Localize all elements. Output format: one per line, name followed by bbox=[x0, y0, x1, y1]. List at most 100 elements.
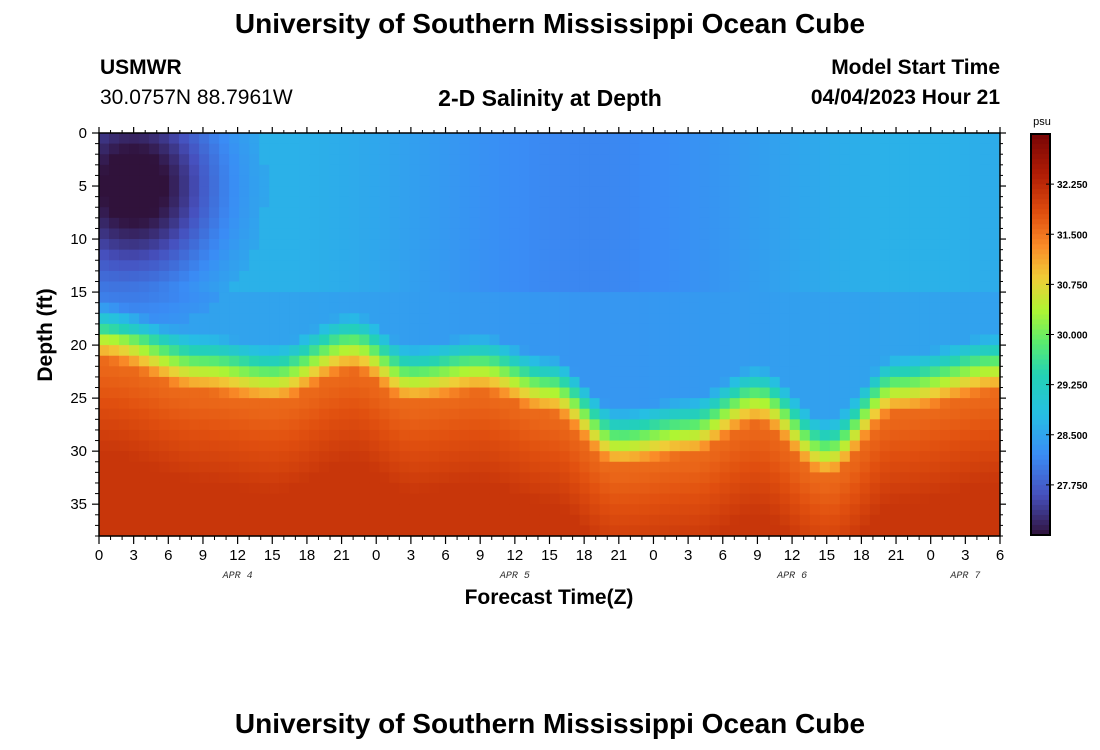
heatmap-cell bbox=[379, 228, 390, 240]
heatmap-cell bbox=[229, 345, 240, 357]
heatmap-cell bbox=[359, 239, 370, 251]
heatmap-cell bbox=[729, 419, 741, 431]
heatmap-cell bbox=[879, 270, 891, 283]
heatmap-cell bbox=[709, 323, 721, 336]
heatmap-cell bbox=[839, 451, 851, 463]
heatmap-cell bbox=[369, 292, 380, 304]
heatmap-cell bbox=[489, 345, 501, 357]
heatmap-cell bbox=[989, 482, 1001, 495]
heatmap-cell bbox=[739, 472, 751, 484]
heatmap-cell bbox=[659, 525, 671, 537]
heatmap-cell bbox=[639, 260, 651, 272]
colorbar-swatch bbox=[1031, 149, 1050, 155]
heatmap-cell bbox=[499, 281, 511, 293]
heatmap-cell bbox=[129, 376, 140, 389]
heatmap-cell bbox=[879, 525, 891, 537]
heatmap-cell bbox=[859, 482, 871, 495]
heatmap-cell bbox=[439, 366, 450, 378]
heatmap-cell bbox=[939, 345, 951, 357]
heatmap-cell bbox=[479, 366, 491, 378]
heatmap-cell bbox=[529, 451, 541, 463]
heatmap-cell bbox=[359, 461, 370, 473]
heatmap-cell bbox=[389, 186, 400, 198]
colorbar-swatch bbox=[1031, 389, 1050, 396]
heatmap-cell bbox=[649, 504, 661, 516]
heatmap-cell bbox=[639, 196, 651, 208]
heatmap-cell bbox=[669, 260, 681, 272]
heatmap-cell bbox=[339, 175, 350, 187]
heatmap-cell bbox=[869, 472, 881, 484]
heatmap-cell bbox=[729, 270, 741, 283]
heatmap-cell bbox=[899, 345, 911, 357]
heatmap-cell bbox=[309, 504, 320, 516]
heatmap-cell bbox=[189, 164, 200, 177]
heatmap-cell bbox=[769, 334, 781, 346]
heatmap-cell bbox=[459, 387, 471, 399]
heatmap-cell bbox=[279, 398, 290, 410]
colorbar-swatch bbox=[1031, 204, 1050, 210]
heatmap-cell bbox=[269, 164, 280, 177]
heatmap-cell bbox=[899, 355, 911, 367]
heatmap-cell bbox=[459, 334, 471, 346]
heatmap-cell bbox=[759, 196, 771, 208]
heatmap-cell bbox=[559, 143, 571, 155]
heatmap-cell bbox=[129, 196, 140, 208]
heatmap-cell bbox=[179, 472, 190, 484]
heatmap-cell bbox=[789, 143, 801, 155]
heatmap-cell bbox=[269, 345, 280, 357]
heatmap-cell bbox=[249, 143, 260, 155]
heatmap-cell bbox=[939, 302, 951, 314]
heatmap-cell bbox=[759, 292, 771, 304]
heatmap-cell bbox=[809, 186, 821, 198]
heatmap-cell bbox=[979, 186, 991, 198]
heatmap-cell bbox=[919, 323, 931, 336]
heatmap-cell bbox=[889, 493, 901, 505]
heatmap-cell bbox=[579, 292, 591, 304]
colorbar-swatch bbox=[1031, 304, 1050, 311]
heatmap-cell bbox=[649, 429, 661, 442]
heatmap-cell bbox=[319, 366, 330, 378]
heatmap-cell bbox=[979, 164, 991, 177]
heatmap-cell bbox=[469, 514, 481, 526]
heatmap-cell bbox=[359, 355, 370, 367]
heatmap-cell bbox=[259, 482, 270, 495]
heatmap-cell bbox=[119, 281, 130, 293]
heatmap-cell bbox=[319, 281, 330, 293]
heatmap-cell bbox=[839, 270, 851, 283]
heatmap-cell bbox=[339, 228, 350, 240]
heatmap-cell bbox=[289, 281, 300, 293]
heatmap-cell bbox=[539, 514, 551, 526]
heatmap-cell bbox=[519, 323, 531, 336]
heatmap-cell bbox=[399, 186, 410, 198]
heatmap-cell bbox=[659, 451, 671, 463]
heatmap-cell bbox=[789, 376, 801, 389]
heatmap-cell bbox=[179, 196, 190, 208]
heatmap-cell bbox=[99, 429, 110, 442]
heatmap-cell bbox=[859, 302, 871, 314]
heatmap-cell bbox=[129, 398, 140, 410]
heatmap-cell bbox=[379, 387, 390, 399]
heatmap-cell bbox=[849, 451, 861, 463]
heatmap-cell bbox=[189, 461, 200, 473]
heatmap-cell bbox=[419, 270, 430, 283]
heatmap-cell bbox=[729, 207, 741, 219]
heatmap-cell bbox=[489, 387, 501, 399]
heatmap-cell bbox=[929, 451, 941, 463]
heatmap-cell bbox=[289, 366, 300, 378]
heatmap-cell bbox=[239, 387, 250, 399]
heatmap-cell bbox=[239, 408, 250, 420]
heatmap-cell bbox=[229, 387, 240, 399]
heatmap-cell bbox=[419, 419, 430, 431]
heatmap-cell bbox=[609, 143, 621, 155]
heatmap-cell bbox=[989, 408, 1001, 420]
heatmap-cell bbox=[789, 472, 801, 484]
colorbar-swatch bbox=[1031, 364, 1050, 371]
heatmap-cell bbox=[209, 164, 220, 177]
heatmap-cell bbox=[359, 493, 370, 505]
heatmap-cell bbox=[489, 186, 501, 198]
heatmap-cell bbox=[629, 440, 641, 452]
heatmap-cell bbox=[329, 451, 340, 463]
heatmap-cell bbox=[969, 355, 981, 367]
heatmap-cell bbox=[699, 196, 711, 208]
